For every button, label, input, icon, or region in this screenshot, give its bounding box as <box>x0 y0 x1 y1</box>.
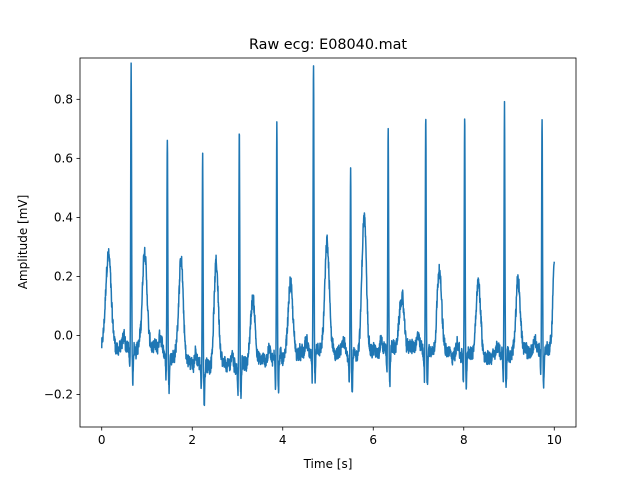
y-tick-label: −0.2 <box>44 388 73 402</box>
y-tick-label: 0.6 <box>54 151 73 165</box>
x-axis-label: Time [s] <box>303 457 353 471</box>
plot-area <box>79 57 577 428</box>
x-tick-label: 4 <box>279 433 287 447</box>
y-tick-label: 0.8 <box>54 92 73 106</box>
trace-layer <box>100 62 556 407</box>
x-axis-ticks: 0 2 4 6 8 10 <box>98 427 562 447</box>
x-tick-label: 2 <box>188 433 196 447</box>
x-tick-label: 10 <box>547 433 562 447</box>
x-tick-label: 6 <box>369 433 377 447</box>
y-axis-label: Amplitude [mV] <box>16 195 30 290</box>
ecg-series-line <box>100 62 556 407</box>
axes-frame <box>79 57 577 428</box>
y-tick-label: 0.0 <box>54 328 73 342</box>
y-tick-label: 0.4 <box>54 210 73 224</box>
y-axis-ticks: −0.2 0.0 0.2 0.4 0.6 0.8 <box>44 92 80 402</box>
x-tick-label: 8 <box>460 433 468 447</box>
chart-title: Raw ecg: E08040.mat <box>249 37 407 53</box>
y-tick-label: 0.2 <box>54 269 73 283</box>
x-tick-label: 0 <box>98 433 106 447</box>
